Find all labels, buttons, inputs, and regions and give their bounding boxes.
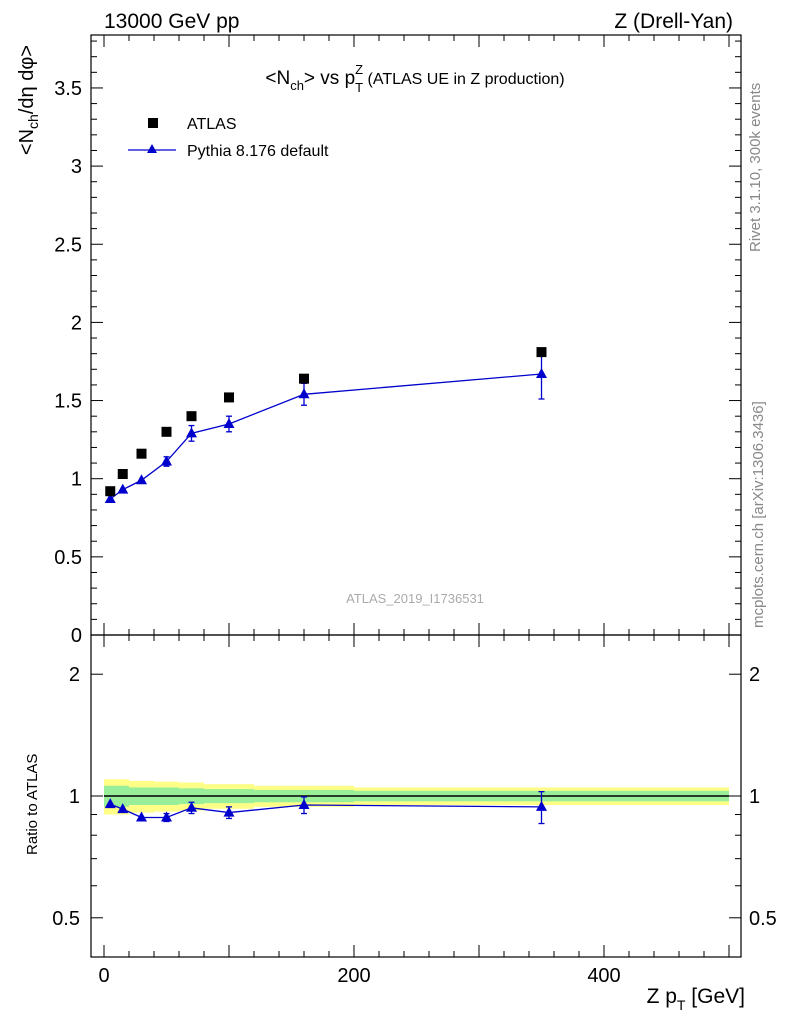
pythia-ratio-point — [161, 811, 172, 822]
analysis-watermark: ATLAS_2019_I1736531 — [346, 591, 484, 606]
pythia-ratio-point — [298, 799, 310, 810]
x-axis: 0 200 400 — [98, 35, 730, 987]
ratio-y-tick-label: 2 — [69, 664, 80, 686]
pythia-point — [186, 427, 197, 438]
main-y-tick-label: 0 — [71, 625, 82, 647]
main-y-tick-label: 2.5 — [54, 234, 82, 256]
x-axis-label: Z pT [GeV] — [647, 985, 745, 1013]
atlas-point — [299, 373, 309, 384]
main-y-tick-label: 1.5 — [54, 391, 82, 413]
atlas-point — [105, 486, 116, 497]
pythia-ratio-point — [104, 798, 116, 809]
ratio-y-tick-label-right: 2 — [749, 664, 760, 686]
ratio-y-axis: 0.5 0.5 1 1 2 2 — [52, 664, 777, 958]
atlas-point — [136, 448, 147, 459]
main-y-tick-label: 0.5 — [54, 547, 82, 569]
pythia-line — [109, 373, 542, 500]
main-y-tick-label: 3 — [71, 156, 82, 178]
ratio-y-tick-label-right: 1 — [749, 786, 760, 808]
atlas-point — [161, 426, 172, 437]
atlas-point — [224, 392, 234, 403]
ratio-y-tick-label-right: 0.5 — [749, 908, 777, 930]
pythia-series-main — [104, 348, 547, 504]
legend-pythia-marker — [147, 144, 157, 153]
header-right: Z (Drell-Yan) — [614, 10, 733, 33]
main-y-axis: 0 0.5 1 1.5 2 2.5 3 3.5 — [54, 40, 741, 647]
pythia-series-ratio — [104, 791, 547, 825]
pythia-point — [136, 474, 147, 485]
header-left: 13000 GeV pp — [104, 10, 239, 33]
pythia-ratio-point — [186, 801, 197, 812]
main-y-tick-label: 2 — [71, 312, 82, 334]
pythia-ratio-point — [223, 806, 235, 817]
pythia-point — [536, 367, 547, 378]
ratio-y-axis-label: Ratio to ATLAS — [24, 754, 41, 855]
main-y-tick-label: 3.5 — [54, 78, 82, 100]
pythia-point — [104, 493, 116, 504]
x-tick-label: 200 — [337, 965, 370, 987]
pythia-ratio-point — [136, 811, 147, 822]
pythia-ratio-point — [536, 800, 547, 811]
main-y-axis-label: <Nch/dη dφ> — [16, 45, 41, 155]
atlas-point — [536, 347, 547, 358]
ratio-y-tick-label: 0.5 — [52, 908, 80, 930]
pythia-ratio-point — [117, 803, 129, 814]
legend-pythia-label: Pythia 8.176 default — [187, 143, 329, 160]
pythia-point — [298, 388, 310, 399]
legend: ATLAS Pythia 8.176 default — [128, 116, 329, 160]
pythia-point — [161, 455, 172, 466]
x-tick-label: 0 — [98, 965, 109, 987]
mcplots-label: mcplots.cern.ch [arXiv:1306.3436] — [750, 401, 767, 628]
main-y-tick-label: 1 — [71, 469, 82, 491]
x-tick-label: 400 — [587, 965, 620, 987]
atlas-point — [117, 469, 128, 480]
rivet-label: Rivet 3.1.10, 300k events — [747, 83, 764, 252]
legend-atlas-marker — [148, 118, 158, 128]
main-title: <Nch> vs pZ T (ATLAS UE in Z production) — [265, 62, 564, 95]
atlas-point — [186, 411, 197, 422]
atlas-series-main — [105, 347, 547, 497]
legend-atlas-label: ATLAS — [187, 116, 237, 133]
ratio-y-tick-label: 1 — [69, 786, 80, 808]
pythia-point — [117, 483, 129, 494]
pythia-point — [223, 417, 235, 428]
